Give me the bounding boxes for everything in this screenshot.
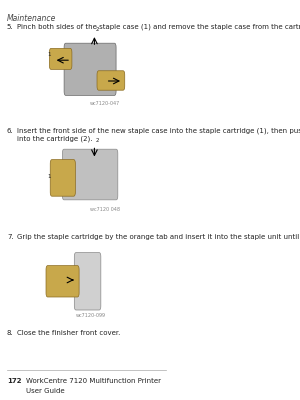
Text: WorkCentre 7120 Multifunction Printer: WorkCentre 7120 Multifunction Printer: [26, 378, 161, 384]
FancyBboxPatch shape: [50, 48, 72, 70]
FancyBboxPatch shape: [97, 71, 125, 90]
Text: wc7120-047: wc7120-047: [90, 101, 120, 106]
Text: 172: 172: [7, 378, 21, 384]
Text: 8.: 8.: [7, 330, 14, 336]
Text: User Guide: User Guide: [26, 388, 64, 394]
Text: 2: 2: [95, 26, 99, 32]
Text: 5.: 5.: [7, 24, 14, 30]
Text: Pinch both sides of the staple case (1) and remove the staple case from the cart: Pinch both sides of the staple case (1) …: [17, 24, 300, 30]
FancyBboxPatch shape: [64, 43, 116, 96]
Text: wc7120-099: wc7120-099: [76, 313, 106, 318]
Text: 1: 1: [48, 174, 51, 179]
FancyBboxPatch shape: [50, 160, 75, 196]
Text: Close the finisher front cover.: Close the finisher front cover.: [17, 330, 121, 336]
FancyBboxPatch shape: [74, 253, 101, 310]
Text: 7.: 7.: [7, 234, 14, 240]
Text: Maintenance: Maintenance: [7, 14, 56, 23]
Text: wc7120 048: wc7120 048: [90, 207, 120, 212]
FancyBboxPatch shape: [62, 149, 118, 200]
Text: 2: 2: [95, 138, 99, 143]
Text: Insert the front side of the new staple case into the staple cartridge (1), then: Insert the front side of the new staple …: [17, 128, 300, 142]
FancyBboxPatch shape: [46, 266, 79, 297]
Text: 1: 1: [48, 52, 51, 56]
Text: 6.: 6.: [7, 128, 14, 134]
Text: Grip the staple cartridge by the orange tab and insert it into the staple unit u: Grip the staple cartridge by the orange …: [17, 234, 300, 240]
